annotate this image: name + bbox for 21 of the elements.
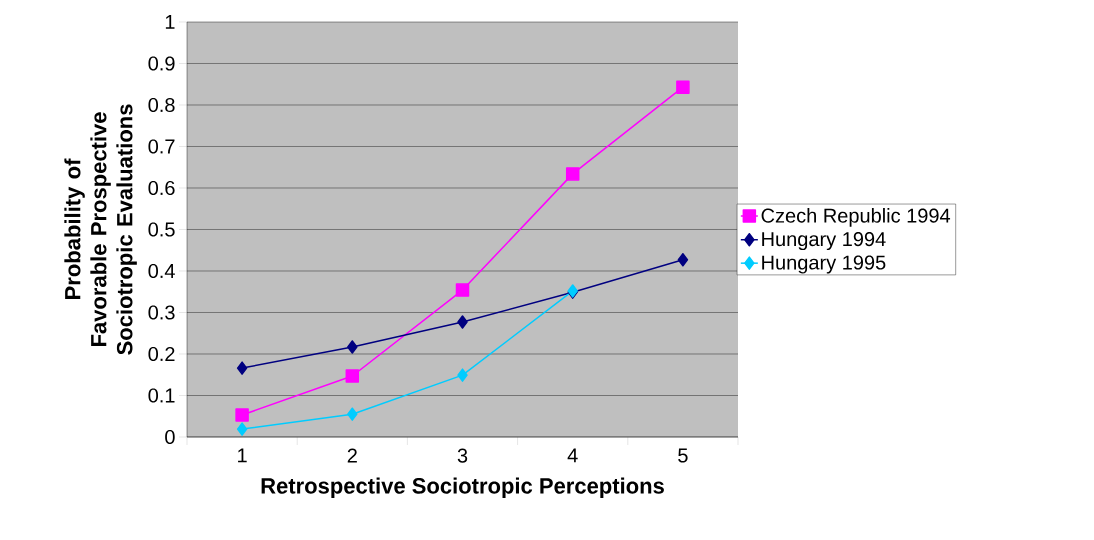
legend-label: Hungary 1995	[762, 255, 886, 274]
x-tick-label: 4	[567, 448, 578, 463]
y-tick-label: 0.5	[148, 222, 175, 237]
y-tick-label: 0.7	[148, 139, 175, 154]
y-tick-label: 0.3	[148, 305, 175, 320]
y-tick-label: 0.2	[148, 346, 175, 362]
x-axis-title: Retrospective Sociotropic Perceptions	[261, 477, 664, 499]
y-axis-title: Probability of Favorable Prospective Sociotropic Evaluations	[64, 104, 137, 355]
x-tick-label: 3	[457, 448, 468, 463]
y-tick-label: 0.8	[148, 97, 175, 113]
x-tick-label: 5	[678, 448, 688, 463]
y-tick-label: 0	[165, 429, 175, 445]
y-tick-label: 0.6	[148, 180, 175, 196]
y-tick-label: 0.9	[148, 56, 175, 71]
y-tick-label: 0.1	[148, 388, 175, 403]
legend-label: Hungary 1994	[762, 231, 886, 251]
x-tick-label: 2	[347, 448, 357, 463]
y-tick-label: 1	[165, 15, 175, 29]
y-tick-label: 0.4	[148, 263, 175, 279]
x-tick-label: 1	[238, 448, 247, 463]
legend-label: Czech Republic 1994	[761, 208, 951, 227]
